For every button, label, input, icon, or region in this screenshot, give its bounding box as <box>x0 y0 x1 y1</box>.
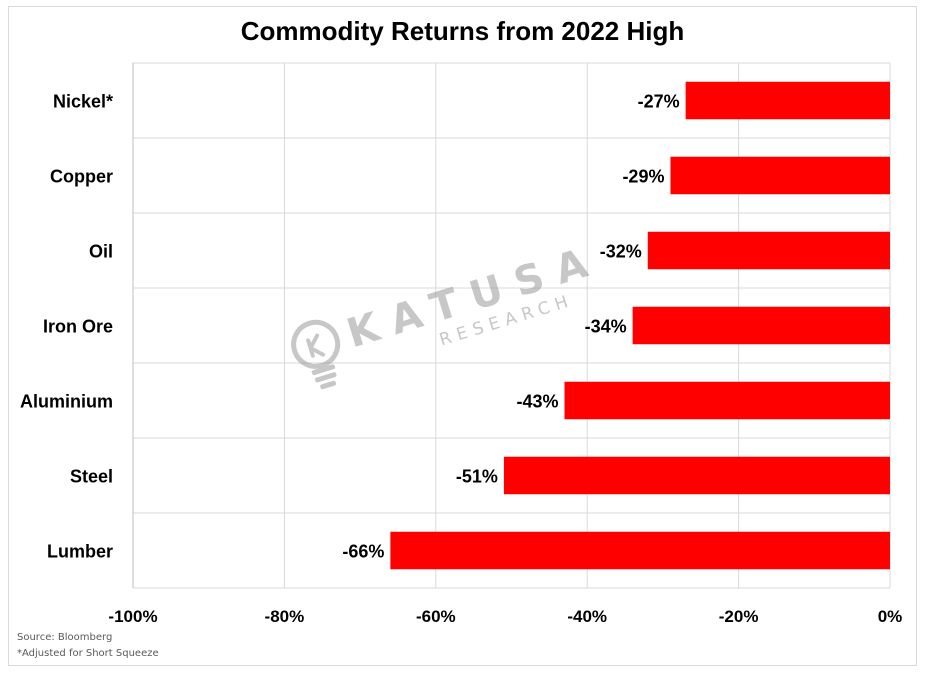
bar-oil <box>647 231 890 270</box>
category-label: Copper <box>50 167 113 187</box>
bar-iron-ore <box>632 306 890 345</box>
x-tick-label: 0% <box>878 607 903 626</box>
category-label: Lumber <box>47 542 113 562</box>
category-label: Aluminium <box>20 392 113 412</box>
data-label: -34% <box>585 317 627 337</box>
data-label: -29% <box>622 167 664 187</box>
footnote: *Adjusted for Short Squeeze <box>17 648 159 659</box>
x-tick-label: -80% <box>265 607 305 626</box>
category-label: Nickel* <box>53 92 113 112</box>
lightbulb-icon <box>291 319 341 390</box>
x-tick-labels: -100% -80% -60% -40% -20% 0% <box>108 607 902 626</box>
katusa-watermark: KATUSA RESEARCH <box>291 237 606 390</box>
data-label: -43% <box>516 392 558 412</box>
data-label: -32% <box>600 242 642 262</box>
bar-steel <box>503 456 890 495</box>
x-tick-label: -40% <box>567 607 607 626</box>
bar-nickel <box>685 81 890 120</box>
data-labels: -27% -29% -32% -34% -43% -51% -66% <box>342 92 679 562</box>
x-tick-label: -20% <box>719 607 759 626</box>
category-labels: Nickel* Copper Oil Iron Ore Aluminium Steel Lu… <box>20 92 113 562</box>
bar-copper <box>670 156 890 195</box>
data-label: -66% <box>342 542 384 562</box>
chart-title: Commodity Returns from 2022 High <box>240 16 685 46</box>
category-label: Steel <box>70 467 113 487</box>
bar-aluminium <box>564 381 890 420</box>
bars <box>390 81 890 570</box>
category-label: Oil <box>89 242 113 262</box>
data-label: -51% <box>456 467 498 487</box>
data-label: -27% <box>638 92 680 112</box>
category-label: Iron Ore <box>43 317 113 337</box>
x-tick-label: -60% <box>416 607 456 626</box>
bar-lumber <box>390 531 890 570</box>
x-tick-label: -100% <box>108 607 157 626</box>
grid-lines <box>132 62 891 589</box>
source-note: Source: Bloomberg <box>17 632 113 643</box>
